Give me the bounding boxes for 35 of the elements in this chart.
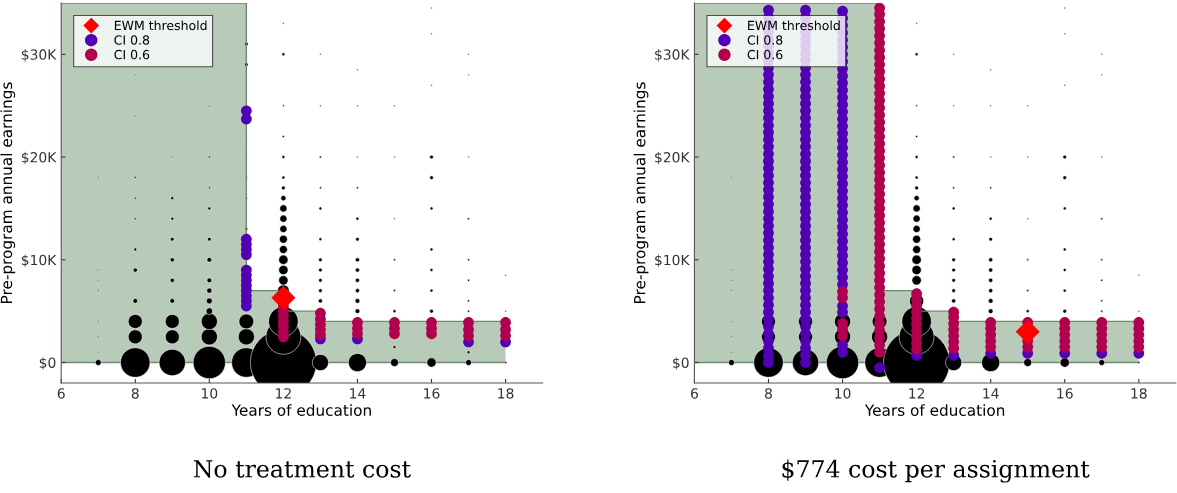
legend-label: CI 0.8 xyxy=(114,35,150,45)
x-axis-title: Years of education xyxy=(231,404,371,416)
text: $774 cost per assignment xyxy=(782,459,1090,483)
point xyxy=(271,285,296,310)
x-tick-label: 8 xyxy=(765,388,772,399)
y-axis-title: Pre-program annual earnings xyxy=(0,82,16,303)
x-axis-title: Years of education xyxy=(864,404,1005,416)
y-tick-label: $20K xyxy=(21,151,57,165)
y-tick-label: $0 xyxy=(39,357,56,370)
y-tick-label: $30K xyxy=(21,49,57,62)
legend-label: EWM threshold xyxy=(114,20,207,31)
x-tick-label: 10 xyxy=(835,388,851,399)
x-tick-label: 14 xyxy=(983,388,999,399)
legend-label: EWM threshold xyxy=(748,20,840,31)
x-tick-label: 16 xyxy=(1057,388,1073,399)
x-tick-label: 12 xyxy=(909,388,925,399)
x-tick-label: 18 xyxy=(1131,388,1147,399)
legend-label: CI 0.8 xyxy=(747,35,783,45)
x-tick-label: 12 xyxy=(276,388,291,399)
text: No treatment cost xyxy=(193,460,411,478)
y-tick-label: $30K xyxy=(655,49,690,62)
y-tick-label: $0 xyxy=(673,357,689,370)
x-tick-label: 18 xyxy=(498,388,514,399)
legend-label: CI 0.6 xyxy=(747,49,783,60)
y-tick-label: $10K xyxy=(655,254,690,268)
y-tick-label: $20K xyxy=(655,151,690,165)
x-tick-label: 16 xyxy=(424,388,440,399)
x-tick-label: 14 xyxy=(350,388,366,399)
x-tick-label: 6 xyxy=(690,388,698,399)
legend-label: CI 0.6 xyxy=(114,49,150,60)
y-tick-label: $10K xyxy=(21,254,57,268)
x-tick-label: 6 xyxy=(57,388,65,399)
x-tick-label: 10 xyxy=(202,388,218,399)
x-tick-label: 8 xyxy=(131,388,139,399)
y-axis-title: Pre-program annual earnings xyxy=(633,82,649,303)
